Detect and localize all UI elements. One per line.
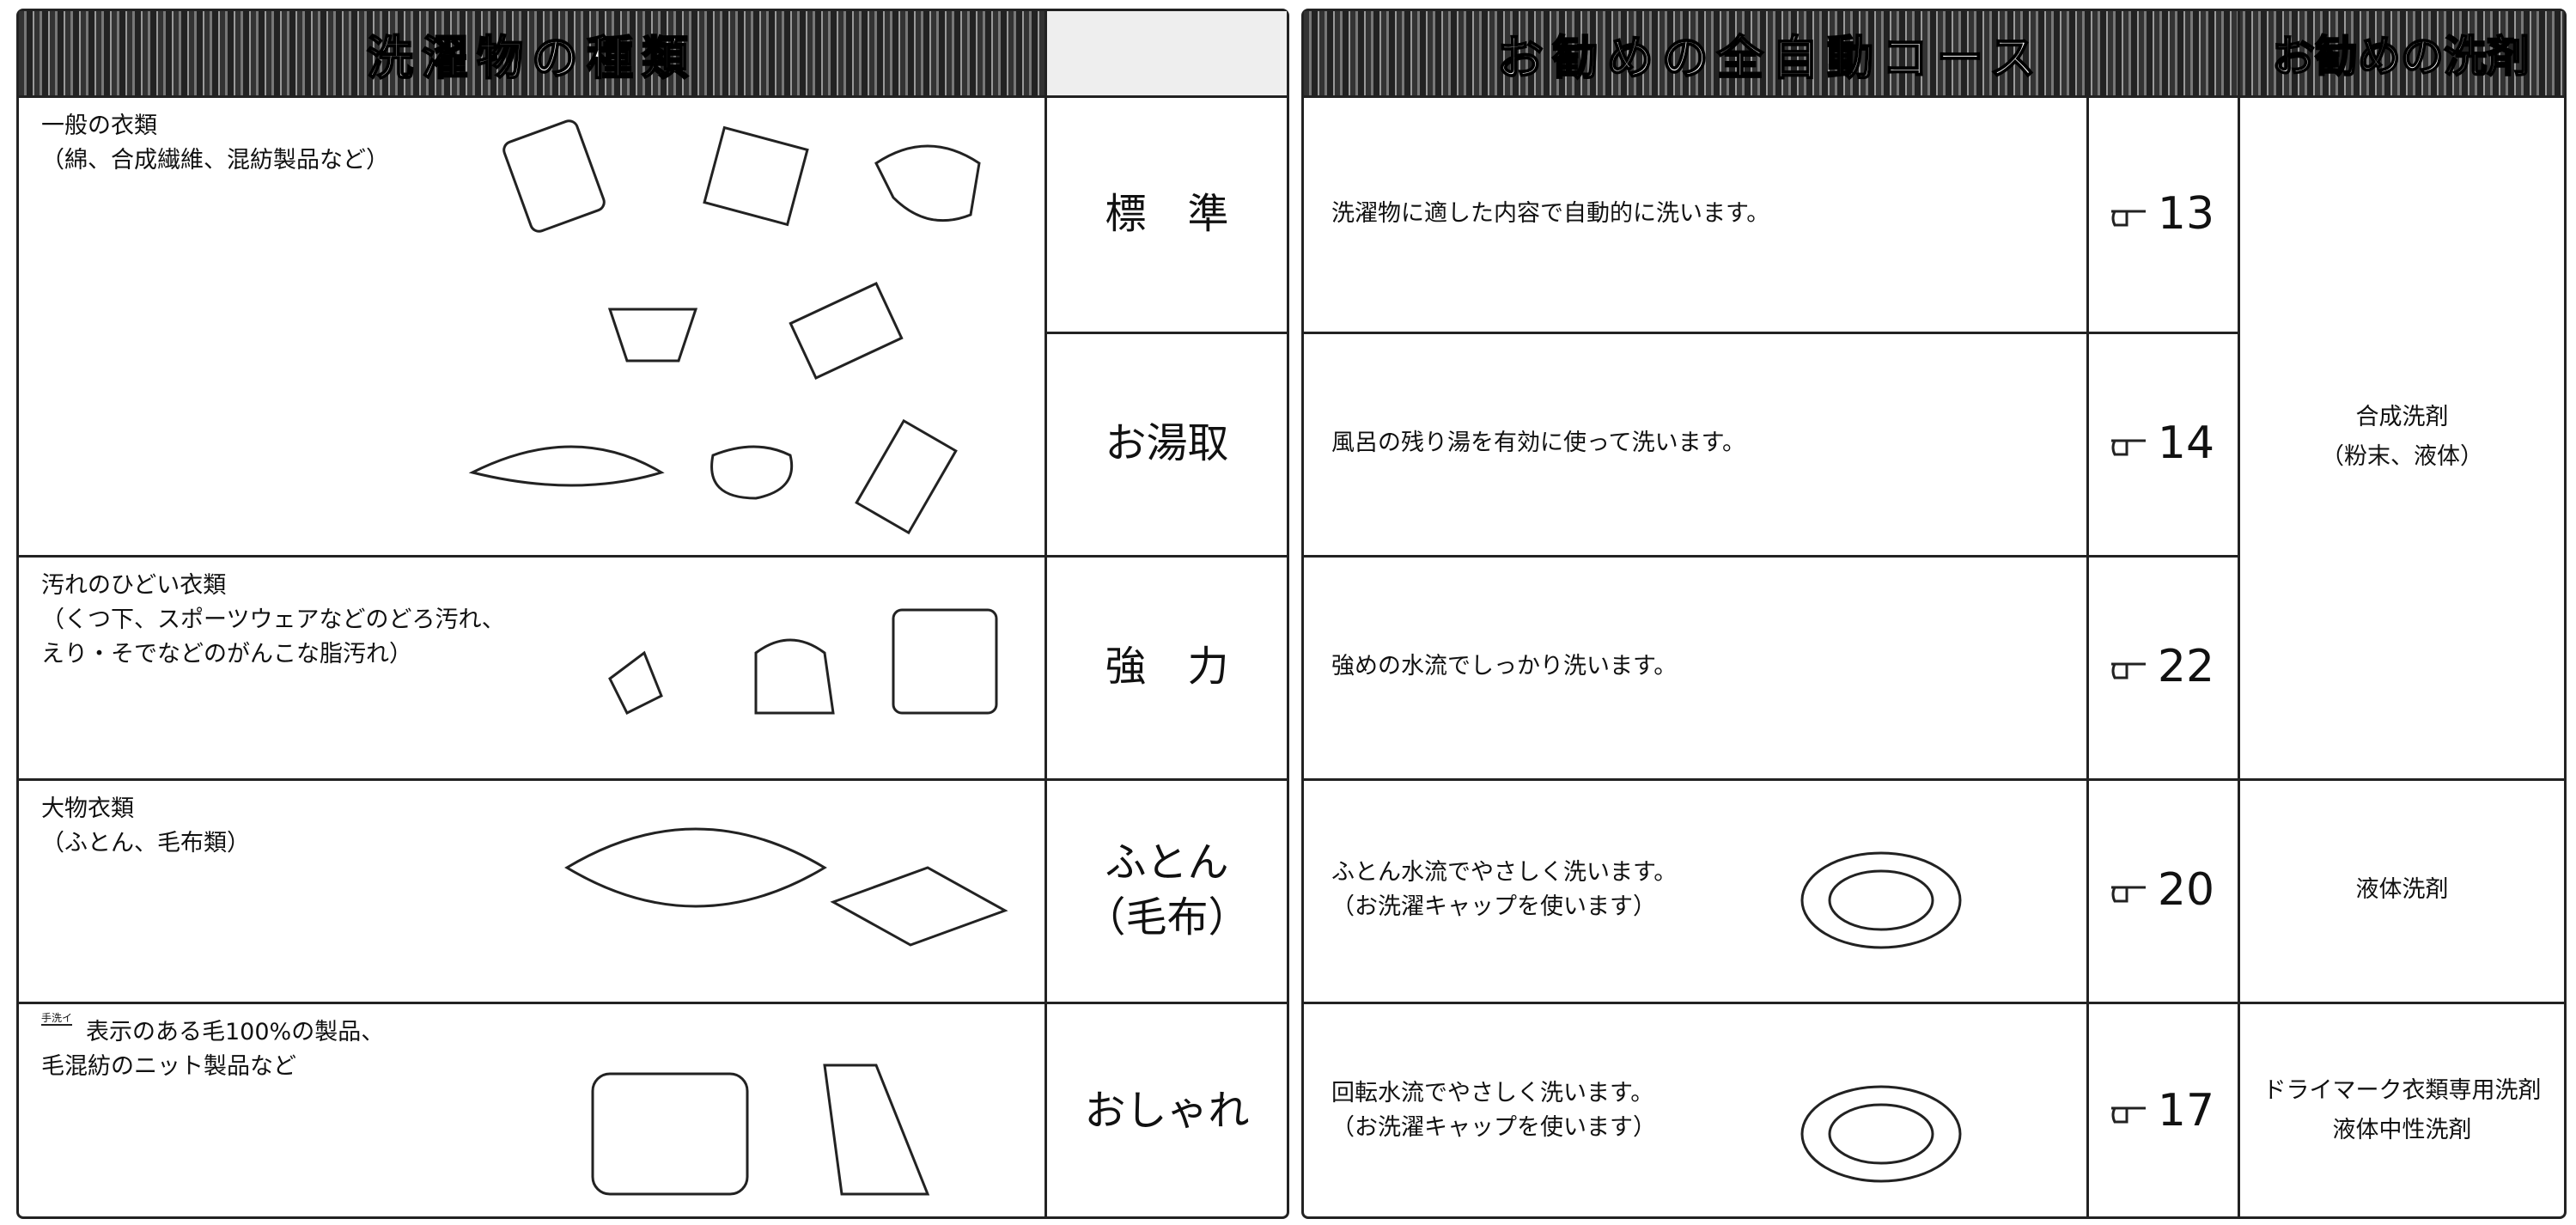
laundry-text: 汚れのひどい衣類 （くつ下、スポーツウェアなどのどろ汚れ、 えり・そでなどのがんこな…	[41, 569, 505, 672]
course-name-line: 標 準	[1105, 189, 1229, 238]
divider	[16, 555, 1289, 558]
description-line: 洗濯物に適した内容で自動的に洗います。	[1331, 199, 1770, 227]
course-name: ふとん （毛布）	[1044, 778, 1289, 1002]
detergent-header: お勧めの洗剤	[2238, 11, 2564, 95]
detergent-line: 液体洗剤	[2355, 876, 2449, 903]
detergent-line: 液体中性洗剤	[2332, 1116, 2472, 1143]
course-panel	[1301, 9, 2567, 1219]
laundry-line: （綿、合成繊維、混紡製品など）	[41, 147, 389, 174]
page-ref: 13	[2086, 95, 2238, 332]
laundry-line: 一般の衣類	[41, 113, 157, 139]
page-number: 13	[2157, 187, 2215, 240]
detergent-line: ドライマーク衣類専用洗剤	[2262, 1076, 2542, 1104]
course-description: 風呂の残り湯を有効に使って洗います。	[1331, 332, 1745, 555]
laundry-line: （ふとん、毛布類）	[41, 830, 250, 856]
description-line: 回転水流でやさしく洗います。	[1331, 1079, 1654, 1106]
pointing-hand-icon	[2110, 1106, 2146, 1123]
course-description: 洗濯物に適した内容で自動的に洗います。	[1331, 95, 1769, 332]
page-number: 22	[2157, 641, 2215, 692]
course-name-line: 強 力	[1105, 643, 1229, 691]
pointing-hand-icon	[2110, 662, 2146, 680]
laundry-line: 毛混紡のニット製品など	[41, 1053, 296, 1080]
detergent: 液体洗剤	[2238, 778, 2567, 1002]
page-number: 20	[2157, 864, 2215, 916]
divider	[1044, 332, 1289, 334]
hand-wash-icon: 手洗イ	[41, 1012, 73, 1026]
page-ref: 22	[2086, 555, 2238, 778]
course-header: お勧めの全自動コース	[1304, 11, 2238, 95]
course-name-line: お湯取	[1105, 419, 1229, 467]
header-title: お勧めの全自動コース	[1496, 30, 2045, 86]
course-name: お湯取	[1044, 332, 1289, 555]
divider	[1301, 95, 2567, 98]
pointing-hand-icon	[2110, 886, 2146, 903]
course-name: おしゃれ	[1044, 1002, 1289, 1219]
laundry-line: 大物衣類	[41, 795, 134, 822]
description-line: 風呂の残り湯を有効に使って洗います。	[1331, 430, 1745, 456]
page-ref: 14	[2086, 332, 2238, 555]
divider	[2238, 9, 2240, 1219]
course-name: 標 準	[1044, 95, 1289, 332]
illustrations	[468, 119, 1008, 1196]
laundry-panel	[16, 9, 1289, 1219]
detergent-line: （粉末、液体）	[2321, 442, 2483, 470]
cap-icons	[1800, 851, 1962, 1183]
divider	[16, 778, 1289, 781]
course-description: 強めの水流でしっかり洗います。	[1331, 555, 1677, 778]
pointing-hand-icon	[2110, 439, 2146, 456]
laundry-line: 汚れのひどい衣類	[41, 572, 227, 599]
divider	[2086, 95, 2089, 1219]
course-name: 強 力	[1044, 555, 1289, 778]
course-name-line: ふとん	[1105, 838, 1229, 887]
header-blank	[1044, 11, 1287, 95]
divider	[1301, 555, 2238, 558]
detergent: 合成洗剤 （粉末、液体）	[2238, 95, 2567, 778]
description-line: ふとん水流でやさしく洗います。	[1331, 859, 1678, 886]
header-title: お勧めの洗剤	[2271, 31, 2530, 82]
course-description: 回転水流でやさしく洗います。 （お洗濯キャップを使います）	[1331, 1002, 1656, 1219]
divider	[1301, 1002, 2567, 1004]
laundry-line: 表示のある毛100%の製品、	[86, 1019, 385, 1045]
page-number: 17	[2157, 1084, 2215, 1137]
laundry-line: えり・そでなどのがんこな脂汚れ）	[41, 641, 412, 667]
divider	[16, 95, 1289, 98]
page-ref: 17	[2086, 1002, 2238, 1219]
description-line: 強めの水流でしっかり洗います。	[1331, 653, 1678, 680]
description-line: （お洗濯キャップを使います）	[1331, 893, 1656, 920]
laundry-text: 手洗イ 表示のある毛100%の製品、毛混紡のニット製品など	[41, 1012, 385, 1084]
divider	[1301, 332, 2238, 334]
course-description: ふとん水流でやさしく洗います。 （お洗濯キャップを使います）	[1331, 778, 1677, 1002]
pointing-hand-icon	[2110, 210, 2146, 226]
page-ref: 20	[2086, 778, 2238, 1002]
course-name-line: （毛布）	[1084, 893, 1250, 942]
description-line: （お洗濯キャップを使います）	[1331, 1113, 1656, 1141]
laundry-text: 一般の衣類 （綿、合成繊維、混紡製品など）	[41, 109, 389, 178]
page-number: 14	[2157, 417, 2215, 469]
divider	[1044, 9, 1047, 1219]
divider	[1301, 778, 2567, 781]
detergent: ドライマーク衣類専用洗剤 液体中性洗剤	[2238, 1002, 2567, 1219]
laundry-header: 洗濯物の種類	[19, 11, 1044, 95]
course-name-line: おしゃれ	[1084, 1086, 1250, 1135]
divider	[16, 1002, 1289, 1004]
laundry-text: 大物衣類 （ふとん、毛布類）	[41, 792, 250, 861]
header-title: 洗濯物の種類	[366, 30, 697, 86]
laundry-line: （くつ下、スポーツウェアなどのどろ汚れ、	[41, 606, 505, 633]
detergent-line: 合成洗剤	[2355, 403, 2449, 430]
